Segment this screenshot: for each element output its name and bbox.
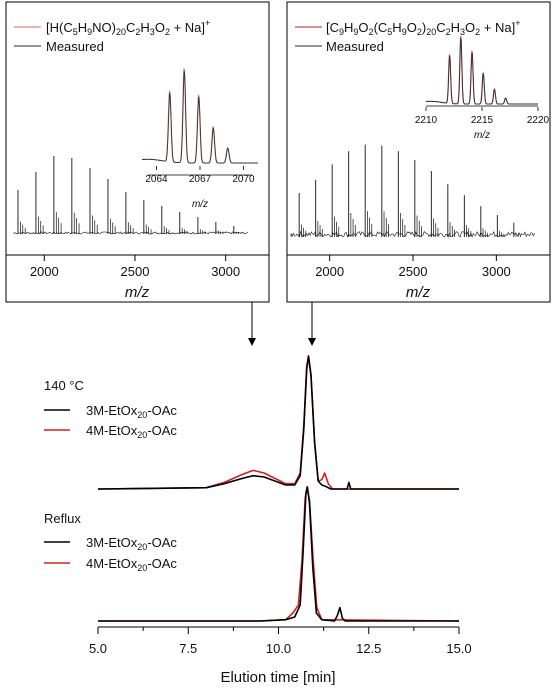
inset-tick-label: 2067 [189, 174, 212, 185]
ms-right-panel: [C9H9O2(C5H9O2)20C2H3O2 + Na]+ Measured … [286, 1, 551, 303]
group-title-reflux: Reflux [44, 511, 81, 526]
x-tick-label: 2500 [399, 264, 428, 279]
x-tick-label: 3000 [211, 264, 240, 279]
arrow-right-head [308, 338, 316, 346]
legend-reflux-3m: 3M-EtOx20-OAc [86, 535, 177, 552]
ms-left-inset-ticks: 2064 2067 2070 [145, 166, 255, 185]
ms-right-ticks: 2000 2500 3000 [315, 255, 511, 279]
baseline-noise [290, 230, 535, 238]
ms-right-frame [286, 1, 551, 303]
sec-ticks: 5.0 7.5 10.0 12.5 15.0 [89, 627, 472, 656]
sec-x-tick-label: 10.0 [266, 641, 291, 656]
sec-panel: 140 °C 3M-EtOx20-OAc 4M-EtOx20-OAc Reflu… [44, 355, 472, 686]
inset-tick-label: 2215 [471, 115, 494, 126]
sec-trace [97, 355, 459, 490]
ms-left-inset [142, 67, 258, 164]
sec-x-tick-label: 5.0 [89, 641, 107, 656]
legend-measured-left: Measured [46, 39, 104, 54]
x-tick-label: 2000 [315, 264, 344, 279]
sec-xlabel: Elution time [min] [220, 669, 335, 686]
legend-140-3m: 3M-EtOx20-OAc [86, 403, 177, 420]
x-tick-label: 2500 [121, 264, 150, 279]
legend-calc-left: [H(C5H9NO)20C2H3O2 + Na]+ [46, 18, 210, 37]
sec-x-tick-label: 12.5 [356, 641, 381, 656]
group-title-140: 140 °C [44, 378, 84, 393]
inset-tick-label: 2210 [415, 115, 438, 126]
inset-tick-label: 2064 [145, 174, 168, 185]
ms-left-ticks: 2000 2500 3000 [30, 255, 240, 279]
ms-left-xlabel: m/z [125, 284, 150, 301]
ms-left-frame [5, 1, 270, 303]
sec-trace [98, 486, 459, 622]
ms-right-inset [425, 35, 538, 105]
arrows [248, 302, 316, 346]
legend-reflux-4m: 4M-EtOx20-OAc [86, 556, 177, 573]
inset-tick-label: 2220 [527, 115, 550, 126]
ms-right-spectrum [290, 144, 535, 238]
legend-140-4m: 4M-EtOx20-OAc [86, 423, 177, 440]
ms-left-spectrum [13, 156, 249, 235]
sec-x-tick-label: 15.0 [446, 641, 471, 656]
sec-traces [97, 355, 460, 622]
legend-measured-right: Measured [326, 39, 384, 54]
ms-left-inset-xlabel: m/z [192, 199, 208, 210]
inset-measured-trace [425, 37, 538, 105]
x-tick-label: 3000 [482, 264, 511, 279]
ms-right-xlabel: m/z [406, 284, 431, 301]
x-tick-label: 2000 [30, 264, 59, 279]
arrow-left-head [248, 338, 256, 346]
ms-left-panel: [H(C5H9NO)20C2H3O2 + Na]+ Measured 2000 2… [5, 1, 270, 303]
inset-tick-label: 2070 [232, 174, 255, 185]
legend-calc-right: [C9H9O2(C5H9O2)20C2H3O2 + Na]+ [326, 18, 520, 37]
inset-measured-trace [142, 70, 258, 164]
ms-right-inset-xlabel: m/z [474, 130, 490, 141]
sec-x-tick-label: 7.5 [179, 641, 197, 656]
ms-right-inset-ticks: 2210 2215 2220 [415, 107, 550, 126]
sec-trace [98, 486, 460, 622]
